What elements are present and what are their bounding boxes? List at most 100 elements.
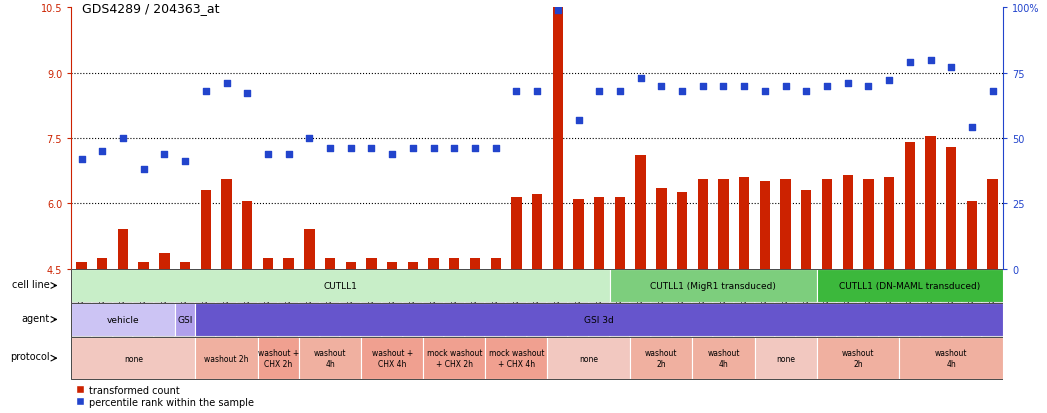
Bar (284, 258, 294, 269)
Point (404, 146, 421, 152)
Point (425, 146, 442, 152)
Point (550, 7, 566, 14)
Text: CUTLL1: CUTLL1 (324, 281, 357, 290)
Point (218, 81, 235, 87)
Point (198, 88, 215, 95)
Bar (760, 182, 770, 269)
Bar (961, 269, 982, 339)
Bar (444, 269, 465, 339)
Bar (859, 269, 878, 339)
Bar (532, 195, 542, 269)
Text: GSM731511: GSM731511 (369, 275, 375, 317)
Bar (490, 258, 500, 269)
Text: CUTLL1 (DN-MAML transduced): CUTLL1 (DN-MAML transduced) (840, 281, 980, 290)
Point (135, 166, 152, 173)
Bar (216, 269, 237, 339)
Bar (899, 337, 1003, 379)
Text: GSM731509: GSM731509 (327, 275, 333, 317)
Bar (630, 337, 692, 379)
Text: GSM731521: GSM731521 (513, 275, 519, 317)
Text: GSM731502: GSM731502 (120, 275, 126, 317)
Text: GSM731545: GSM731545 (989, 275, 996, 317)
Text: GSM731508: GSM731508 (307, 275, 312, 317)
Text: washout
4h: washout 4h (935, 349, 967, 368)
Text: GSM731510: GSM731510 (348, 275, 354, 317)
Point (757, 88, 774, 95)
Bar (237, 269, 258, 339)
Point (694, 83, 711, 90)
Text: washout 2h: washout 2h (204, 354, 249, 363)
Point (384, 151, 401, 157)
Bar (588, 269, 609, 339)
Bar (966, 202, 977, 269)
Bar (97, 258, 108, 269)
Point (73, 156, 90, 163)
Point (239, 91, 255, 97)
Text: GSM731534: GSM731534 (762, 275, 767, 317)
Text: GSM731539: GSM731539 (866, 275, 871, 317)
Bar (920, 269, 941, 339)
Text: GSM731528: GSM731528 (659, 275, 665, 317)
Bar (304, 230, 314, 269)
Bar (656, 188, 667, 269)
Point (300, 135, 317, 142)
Bar (366, 258, 377, 269)
Bar (630, 269, 651, 339)
Text: GSM731527: GSM731527 (638, 275, 644, 317)
Bar (863, 180, 873, 269)
Bar (817, 269, 838, 339)
Bar (594, 197, 604, 269)
Bar (71, 270, 609, 302)
Text: GSI 3d: GSI 3d (584, 315, 615, 324)
Text: washout
4h: washout 4h (707, 349, 740, 368)
Bar (361, 269, 382, 339)
Bar (423, 337, 486, 379)
Bar (299, 269, 319, 339)
Bar (299, 337, 361, 379)
Text: GSM731535: GSM731535 (782, 275, 788, 317)
Text: GSM731533: GSM731533 (741, 275, 748, 317)
Point (860, 83, 876, 90)
Bar (899, 269, 920, 339)
Bar (196, 269, 216, 339)
Text: GSM731500: GSM731500 (79, 275, 85, 317)
Bar (407, 262, 418, 269)
Point (114, 135, 131, 142)
Point (529, 88, 545, 95)
Text: GSM731515: GSM731515 (451, 275, 458, 317)
Bar (258, 269, 279, 339)
Bar (926, 136, 936, 269)
Text: GSM731540: GSM731540 (886, 275, 892, 317)
Bar (697, 180, 708, 269)
Text: GSM731518: GSM731518 (203, 275, 208, 317)
Point (901, 60, 918, 66)
Bar (382, 269, 402, 339)
Bar (838, 269, 859, 339)
Point (281, 151, 297, 157)
Text: GSM731514: GSM731514 (430, 275, 437, 317)
Text: GSM731505: GSM731505 (182, 275, 188, 317)
Bar (387, 262, 397, 269)
Text: GSM731538: GSM731538 (845, 275, 851, 317)
Text: GSM731516: GSM731516 (472, 275, 478, 317)
Bar (319, 269, 340, 339)
Point (446, 146, 463, 152)
Text: washout
2h: washout 2h (645, 349, 677, 368)
Bar (180, 262, 191, 269)
Bar (574, 199, 584, 269)
Text: GSM731506: GSM731506 (265, 275, 271, 317)
Point (653, 83, 670, 90)
Bar (878, 269, 899, 339)
Bar (92, 269, 113, 339)
Point (177, 159, 194, 165)
Text: cell line: cell line (13, 279, 50, 289)
Bar (796, 269, 817, 339)
Bar (428, 258, 439, 269)
Text: GSM731504: GSM731504 (161, 275, 168, 317)
Bar (775, 269, 796, 339)
Bar (449, 258, 460, 269)
Bar (676, 193, 687, 269)
Text: washout +
CHX 4h: washout + CHX 4h (372, 349, 413, 368)
Point (673, 88, 690, 95)
Bar (138, 262, 149, 269)
